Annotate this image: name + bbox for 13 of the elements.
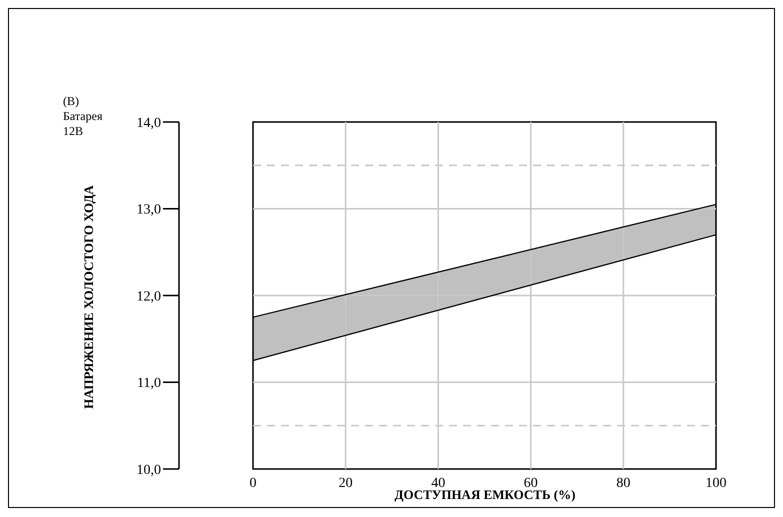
x-tick-label: 80 — [616, 476, 630, 491]
text: (В) — [63, 94, 80, 109]
y-tick-label: 12,0 — [136, 289, 161, 304]
x-tick-label: 0 — [250, 476, 256, 491]
text: 12В — [63, 124, 84, 139]
y-tick-label: 14,0 — [136, 116, 161, 131]
y-axis-title: НАПРЯЖЕНИЕ ХОЛОСТОГО ХОДА — [81, 185, 97, 409]
y-tick-label: 10,0 — [136, 462, 161, 478]
x-tick-label: 20 — [338, 476, 353, 491]
x-tick-label: 100 — [706, 476, 726, 491]
text: Батарея — [63, 109, 102, 124]
y-tick-label: 11,0 — [137, 376, 161, 392]
y-tick-label: 13,0 — [136, 202, 161, 218]
